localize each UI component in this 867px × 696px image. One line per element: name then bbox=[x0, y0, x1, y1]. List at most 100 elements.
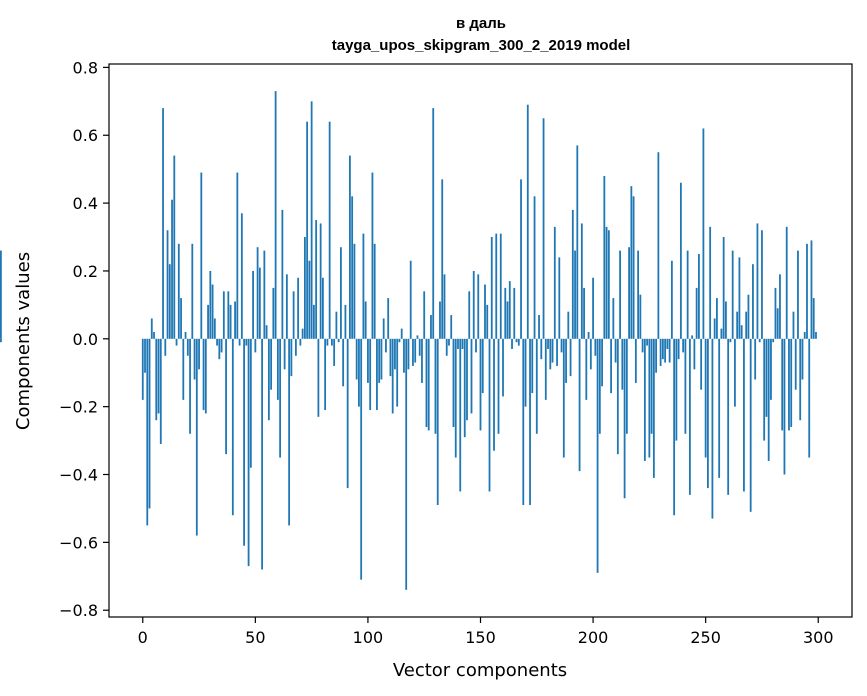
bar-210 bbox=[614, 338, 617, 363]
bar-290 bbox=[794, 338, 797, 390]
bar-130 bbox=[434, 338, 437, 434]
bar-36 bbox=[222, 291, 225, 339]
plot-frame bbox=[108, 63, 853, 618]
bar-239 bbox=[679, 182, 682, 339]
bar-243 bbox=[688, 338, 691, 495]
bar-160 bbox=[502, 338, 504, 397]
bar-296 bbox=[808, 338, 811, 458]
bar-19 bbox=[184, 332, 187, 339]
bar-258 bbox=[722, 237, 725, 339]
bar-102 bbox=[371, 172, 374, 339]
bar-28 bbox=[204, 338, 207, 414]
bar-225 bbox=[648, 338, 651, 458]
bar-37 bbox=[225, 338, 227, 455]
bar-233 bbox=[666, 338, 669, 349]
bar-241 bbox=[684, 338, 687, 434]
bar-245 bbox=[693, 338, 696, 370]
bar-167 bbox=[517, 338, 520, 346]
bar-123 bbox=[418, 338, 421, 356]
bar-46 bbox=[245, 338, 248, 346]
bar-72 bbox=[303, 237, 306, 339]
bar-35 bbox=[220, 338, 223, 353]
bar-119 bbox=[409, 260, 412, 339]
bar-100 bbox=[367, 338, 369, 383]
bar-7 bbox=[157, 338, 160, 414]
bar-129 bbox=[432, 108, 435, 339]
bar-91 bbox=[346, 338, 349, 489]
bar-145 bbox=[468, 291, 471, 339]
bar-110 bbox=[389, 338, 392, 377]
bar-83 bbox=[328, 121, 331, 339]
bar-263 bbox=[734, 338, 736, 407]
bar-33 bbox=[216, 338, 218, 346]
bar-60 bbox=[276, 338, 279, 400]
bar-135 bbox=[445, 338, 448, 356]
bar-190 bbox=[569, 338, 572, 377]
bar-299 bbox=[815, 332, 817, 339]
bar-200 bbox=[592, 277, 594, 339]
bar-224 bbox=[646, 338, 649, 346]
bar-219 bbox=[634, 338, 637, 383]
bar-98 bbox=[362, 233, 365, 339]
bar-270 bbox=[749, 338, 752, 512]
bar-18 bbox=[182, 338, 185, 400]
bar-71 bbox=[301, 328, 304, 339]
y-tick-label: 0.0 bbox=[73, 330, 98, 349]
bar-61 bbox=[279, 338, 282, 458]
bar-235 bbox=[670, 260, 673, 339]
bar-292 bbox=[799, 338, 802, 421]
bar-118 bbox=[407, 338, 410, 370]
bar-39 bbox=[229, 304, 232, 339]
bar-64 bbox=[285, 274, 288, 339]
bar-201 bbox=[594, 338, 597, 356]
bar-30 bbox=[209, 270, 212, 339]
bar-152 bbox=[484, 284, 486, 339]
bar-248 bbox=[700, 338, 703, 390]
bar-133 bbox=[441, 179, 444, 339]
bar-54 bbox=[263, 250, 266, 339]
bar-149 bbox=[477, 274, 480, 339]
bar-78 bbox=[317, 338, 320, 417]
bar-260 bbox=[727, 338, 730, 495]
bar-22 bbox=[191, 243, 194, 339]
bar-214 bbox=[623, 338, 626, 499]
bar-284 bbox=[781, 338, 784, 431]
bar-297 bbox=[810, 240, 813, 339]
bar-34 bbox=[218, 338, 221, 360]
bar-181 bbox=[549, 338, 552, 370]
bar-104 bbox=[376, 338, 378, 411]
bar-56 bbox=[267, 338, 270, 421]
bar-161 bbox=[504, 287, 507, 339]
bar-68 bbox=[294, 338, 297, 356]
bar-70 bbox=[299, 338, 302, 346]
bar-101 bbox=[369, 338, 372, 411]
bar-221 bbox=[639, 294, 642, 339]
bar-223 bbox=[643, 338, 646, 461]
bar-87 bbox=[337, 338, 340, 343]
bar-159 bbox=[499, 233, 502, 339]
bar-276 bbox=[763, 338, 766, 441]
x-tick-label: 200 bbox=[578, 628, 609, 647]
bar-207 bbox=[607, 230, 610, 339]
bar-137 bbox=[450, 315, 453, 339]
x-axis: 0 50 100 150 200 250 300 bbox=[138, 617, 834, 647]
bar-126 bbox=[425, 338, 428, 428]
bar-209 bbox=[612, 298, 615, 339]
bar-134 bbox=[443, 274, 446, 339]
bar-47 bbox=[247, 338, 250, 567]
bar-182 bbox=[551, 338, 554, 363]
bar-237 bbox=[675, 338, 678, 441]
bar-11 bbox=[166, 230, 169, 339]
bar-50 bbox=[254, 338, 257, 353]
bar-116 bbox=[403, 338, 405, 373]
bar-4 bbox=[150, 318, 153, 339]
bar-197 bbox=[585, 338, 588, 400]
bar-113 bbox=[396, 338, 399, 407]
bar-9 bbox=[162, 108, 164, 339]
bar-172 bbox=[529, 338, 531, 506]
bar-192 bbox=[574, 250, 576, 339]
bar-268 bbox=[745, 311, 748, 339]
bar-164 bbox=[511, 338, 513, 349]
bar-179 bbox=[544, 338, 547, 400]
bar-120 bbox=[412, 338, 414, 366]
